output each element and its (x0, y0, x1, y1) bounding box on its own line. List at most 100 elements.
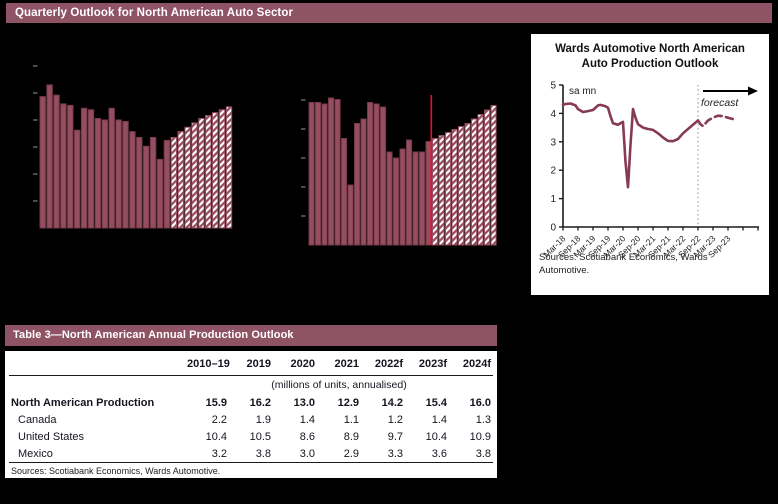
bars (308, 97, 497, 246)
column-header: 2024f (462, 358, 491, 370)
value-cell: 16.0 (469, 396, 491, 409)
forecast-bar (191, 122, 198, 229)
quarterly-bar-chart-right (299, 68, 507, 249)
bar (373, 103, 380, 246)
actual-line (561, 102, 700, 189)
bar (156, 158, 164, 229)
forecast-bar (432, 138, 439, 246)
quarterly-bar-chart-left (30, 58, 242, 232)
units-note: (millions of units, annualised) (271, 379, 407, 391)
bar (163, 139, 171, 229)
value-cell: 10.5 (249, 430, 271, 443)
bar (101, 119, 108, 229)
value-cell: 3.2 (211, 447, 227, 460)
note-spacer (9, 376, 185, 394)
report-title: Quarterly Outlook for North American Aut… (15, 7, 294, 19)
axes (562, 85, 759, 228)
column-header: 2020 (290, 358, 315, 370)
line-chart-sources: Sources: Scotiabank Economics, Wards Aut… (539, 252, 708, 276)
column-header: 2022f (374, 358, 403, 370)
bar (129, 131, 136, 229)
value-cell: 3.3 (387, 447, 403, 460)
chart1-svg (33, 65, 233, 229)
value-cell: 1.4 (431, 413, 447, 426)
bar (74, 129, 81, 229)
bar (53, 94, 60, 229)
value-cell: 8.6 (299, 430, 315, 443)
line-chart-card: Wards Automotive North American Auto Pro… (531, 34, 769, 295)
bar (406, 139, 413, 246)
value-cell: 10.9 (469, 430, 491, 443)
production-table: 2010–19 2019 2020 2021 2022f 2023f 2024f (milli… (9, 353, 493, 478)
bar (94, 118, 102, 229)
forecast-bar (490, 105, 497, 246)
value-cell: 16.2 (249, 396, 271, 409)
forecast-line (696, 114, 735, 128)
bar (308, 102, 315, 246)
row-label: Canada (18, 413, 57, 426)
bar (143, 145, 150, 229)
value-cell: 13.0 (293, 396, 315, 409)
column-header: 2021 (334, 358, 359, 370)
value-cell: 15.9 (205, 396, 227, 409)
y-axis-ticks (301, 99, 306, 217)
bar (399, 148, 406, 246)
y-tick-label: 5 (550, 81, 556, 92)
forecast-bar (438, 135, 445, 246)
y-tick-label: 3 (550, 137, 556, 148)
value-cell: 10.4 (425, 430, 447, 443)
forecast-bar (198, 118, 205, 229)
column-header: 2019 (246, 358, 271, 370)
value-cell: 3.6 (431, 447, 447, 460)
bar (46, 84, 53, 229)
production-table-box: 2010–19 2019 2020 2021 2022f 2023f 2024f (milli… (5, 351, 497, 478)
bar (67, 104, 74, 229)
value-cell: 3.8 (475, 447, 491, 460)
bar (367, 102, 374, 246)
value-cell: 1.3 (475, 413, 491, 426)
report-title-bar: Quarterly Outlook for North American Aut… (6, 3, 772, 23)
forecast-bar (170, 136, 178, 229)
bar (122, 120, 129, 229)
forecast-arrow: forecast (701, 86, 758, 109)
column-header: 2010–19 (187, 358, 230, 370)
bar (108, 107, 115, 229)
bar (136, 136, 143, 229)
forecast-bar (477, 114, 484, 246)
bar (419, 151, 426, 246)
bar (149, 136, 157, 229)
value-cell: 10.4 (205, 430, 227, 443)
unit-label: sa mn (569, 86, 596, 97)
forecast-bar (177, 131, 184, 229)
bar (380, 106, 387, 246)
chart2-svg (301, 95, 497, 246)
header-rule (9, 375, 493, 376)
bar (386, 151, 393, 246)
bar (425, 141, 432, 246)
y-tick-label: 2 (550, 166, 556, 177)
bar (341, 138, 348, 246)
bar (328, 97, 335, 246)
bar (60, 103, 67, 229)
forecast-bar (212, 112, 219, 229)
bar (321, 103, 328, 246)
value-cell: 2.9 (343, 447, 359, 460)
forecast-bar (184, 126, 191, 229)
bar (87, 109, 95, 229)
forecast-bar (218, 109, 226, 229)
y-axis-ticks (33, 65, 38, 202)
bar (393, 157, 400, 246)
value-cell: 1.2 (387, 413, 403, 426)
row-label: United States (18, 430, 85, 443)
bar (360, 118, 367, 246)
forecast-bar (471, 118, 478, 246)
column-header: 2023f (418, 358, 447, 370)
forecast-bar (451, 129, 458, 246)
value-cell: 1.1 (343, 413, 359, 426)
column-header-empty (9, 353, 185, 376)
bars (39, 84, 233, 229)
row-label: Mexico (18, 447, 53, 460)
value-cell: 14.2 (381, 396, 403, 409)
forecast-bar (205, 115, 212, 229)
